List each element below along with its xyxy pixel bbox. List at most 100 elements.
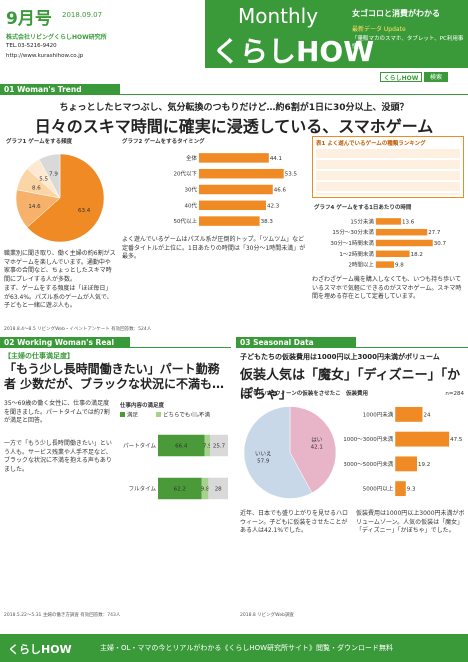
value-label: 5.5 [39, 176, 48, 182]
section-label: Seasonal Data [253, 338, 314, 347]
bar [375, 218, 402, 225]
chart-title: 仮装費用 [345, 389, 368, 397]
table-grid [316, 149, 460, 195]
category-label: 1000円未満 [363, 410, 394, 418]
pie-slice [38, 153, 61, 199]
table-title: 表1 よく遊んでいるゲームの種類ランキング [316, 141, 426, 147]
footnote: 2018.8.4〜8.5 リビングWeb・イベントアンケート 有効回答数：524… [4, 327, 152, 332]
kicker: 【主婦の仕事満足度】 [4, 352, 74, 360]
pie-slice [26, 153, 105, 243]
legend-swatch [156, 412, 161, 417]
category-label: 3000〜5000円未満 [344, 460, 394, 468]
value-label: 13.6 [402, 219, 415, 225]
bar [375, 228, 428, 236]
category-label: 15分未満 [350, 217, 374, 225]
issue: 9月号 [6, 9, 52, 29]
bar [375, 239, 433, 247]
bar-segment [204, 434, 211, 457]
section-number: 02 [4, 338, 15, 347]
category-label: パートタイム [123, 442, 156, 450]
pie-slice [243, 406, 313, 499]
value-label: 38.3 [261, 219, 274, 225]
legend-label: 不満 [199, 412, 211, 419]
value-label: 62.2 [174, 487, 186, 493]
legend-label: 満足 [127, 412, 139, 419]
chart: グラフ1 ゲームをする頻度 63.4 14.6 8.6 5.57.9 [6, 137, 105, 243]
value-label: 66.4 [175, 444, 188, 450]
value-label: 47.5 [450, 437, 463, 443]
section-number: 03 [240, 338, 251, 347]
headline: 仮装人気は「魔女」「ディズニー」「かぼちゃ」 [240, 368, 461, 402]
category-label: 40代 [184, 201, 197, 209]
bar [375, 250, 410, 258]
bar [198, 184, 273, 195]
category-label: 5000円以上 [363, 485, 394, 493]
category-label: 2時間以上 [348, 261, 374, 269]
category-label: 15分〜30分未満 [332, 228, 374, 236]
kicker: 子どもたちの仮装費用は1000円以上3000円未満がボリューム [240, 353, 440, 361]
paragraph: まず、ゲームをする頻度は「ほぼ毎日」が63.4%。パズル系のゲームが人気で、子ど… [4, 285, 113, 309]
bar [395, 481, 406, 497]
bar-segment [210, 434, 228, 457]
value-label: 9.3 [407, 487, 416, 493]
value-label: 7.9 [49, 171, 58, 177]
bar-segment [158, 477, 202, 500]
bar [395, 431, 450, 447]
chart: グラフ4 ゲームをする1日あたりの時間 15分未満 13.6 15分〜30分未満 27.… [314, 203, 447, 269]
footer-brand: くらしHOW [8, 643, 72, 656]
section-label: Woman's Trend [17, 85, 82, 94]
url[interactable]: http://www.kurashihow.co.jp [6, 53, 84, 59]
paragraph: よく遊んでいるゲームはパズル系が圧倒的トップ。「ツムツム」など定番タイトルが上位… [122, 236, 306, 260]
value-label: 24 [423, 412, 430, 418]
value-label: 7.9 [203, 444, 212, 450]
value-label: 18.2 [411, 252, 423, 258]
headline: 「もう少し長時間働きたい」パート勤務者 少数だが、ブラックな状況に不満も… [4, 362, 224, 391]
footer-message[interactable]: 主婦・OL・ママの今とリアルがわかる《くらしHOW研究所サイト》閲覧・ダウンロー… [100, 644, 394, 652]
legend-swatch [120, 412, 125, 417]
category-label: 30分〜1時間未満 [330, 239, 374, 247]
value-label: 27.7 [428, 230, 441, 236]
value-label: 30.7 [434, 241, 447, 247]
chart-title: グラフ1 ゲームをする頻度 [6, 137, 73, 145]
paragraph: 近年、日本でも盛り上がりを見せるハロウィーン。子どもに仮装をさせたことがある人は… [240, 510, 349, 534]
value-label: 9.8 [201, 487, 210, 493]
section-tab: 01 Woman's Trend [0, 84, 120, 95]
footnote: 2018.5.22〜5.31 主婦の働き方調査 有効回答数：743人 [4, 613, 121, 618]
footer: くらしHOW 主婦・OL・ママの今とリアルがわかる《くらしHOW研究所サイト》閲… [0, 634, 468, 662]
search-brand: くらしHOW [380, 72, 422, 82]
legend-swatch [192, 412, 197, 417]
bar [198, 216, 260, 226]
category-label: 全体 [186, 154, 198, 162]
pie-slice [289, 406, 337, 494]
paragraph: 仮装費用は1000円以上3000円未満がボリュームゾーン。人気の仮装は「魔女」「… [356, 510, 465, 534]
category-label: 20代以下 [173, 170, 197, 178]
section-tab: 03 Seasonal Data [236, 337, 356, 348]
paragraph: 一方で「もう少し長時間働きたい」という人も。サービス残業や人手不足など、ブラック… [4, 440, 112, 473]
bar-segment [158, 434, 205, 457]
value-label: 8.6 [32, 185, 41, 191]
section-tab: 02 Working Woman's Real [0, 337, 130, 348]
slice-label: いいえ [255, 450, 272, 457]
bar [198, 200, 266, 211]
paragraph: 35〜69歳の働く女性に、仕事の満足度を聞きました。パートタイムでは約7割が満足… [4, 400, 110, 424]
chart-title: グラフ4 ゲームをする1日あたりの時間 [314, 203, 412, 211]
section-label: Working Woman's Real [17, 338, 115, 347]
footnote: 2018.8 リビングWeb調査 [240, 613, 294, 618]
value-label: 25.7 [213, 444, 226, 450]
date: 2018.09.07 [62, 11, 103, 19]
legend-label: どちらでもない [163, 411, 202, 419]
bar-segment [201, 477, 209, 500]
value-label: 63.4 [78, 208, 91, 214]
company: 株式会社リビングくらしHOW研究所 [6, 34, 107, 41]
category-label: 30代 [184, 186, 197, 194]
category-label: 1〜2時間未満 [339, 250, 374, 258]
ranking-table: 表1 よく遊んでいるゲームの種類ランキング [312, 136, 464, 198]
value-label: 19.2 [418, 462, 430, 468]
value-label: 57.9 [257, 458, 270, 464]
chart-title: 子どもにハロウィーンの仮装をさせたことがあるか [242, 389, 340, 397]
search-button[interactable]: 検索 [424, 72, 448, 82]
